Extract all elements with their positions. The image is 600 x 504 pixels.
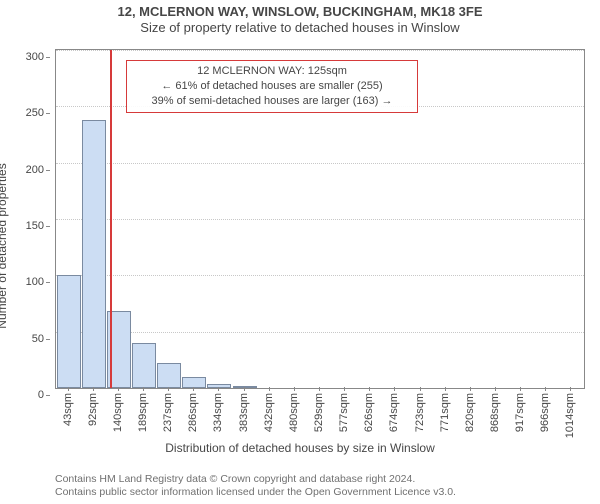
x-tick-mark [294, 387, 295, 391]
bar [157, 363, 181, 388]
bar [233, 386, 257, 388]
y-tick-mark [46, 113, 50, 114]
x-tick-label: 917sqm [514, 393, 526, 432]
x-tick-label: 383sqm [238, 393, 250, 432]
grid-line [56, 332, 584, 333]
annotation-line: 12 MCLERNON WAY: 125sqm [132, 64, 412, 79]
x-tick-mark [545, 387, 546, 391]
x-tick-mark [193, 387, 194, 391]
x-tick-mark [495, 387, 496, 391]
y-tick-mark [46, 57, 50, 58]
x-tick-mark [269, 387, 270, 391]
x-tick-mark [319, 387, 320, 391]
footer-line-2: Contains public sector information licen… [55, 486, 456, 500]
x-tick-mark [118, 387, 119, 391]
x-tick-label: 92sqm [87, 393, 99, 426]
y-tick-mark [46, 226, 50, 227]
y-tick-label: 150 [26, 220, 44, 232]
grid-line [56, 50, 584, 51]
x-tick-label: 43sqm [62, 393, 74, 426]
grid-line [56, 163, 584, 164]
annotation-line: 39% of semi-detached houses are larger (… [132, 94, 412, 109]
x-tick-mark [143, 387, 144, 391]
chart-title-main: 12, MCLERNON WAY, WINSLOW, BUCKINGHAM, M… [0, 4, 600, 19]
x-tick-label: 237sqm [162, 393, 174, 432]
x-tick-label: 577sqm [338, 393, 350, 432]
x-tick-mark [445, 387, 446, 391]
bar [132, 343, 156, 388]
annotation-box: 12 MCLERNON WAY: 125sqm← 61% of detached… [126, 60, 418, 113]
x-tick-mark [520, 387, 521, 391]
x-axis-label: Distribution of detached houses by size … [0, 441, 600, 455]
x-tick-label: 286sqm [187, 393, 199, 432]
bar [207, 384, 231, 389]
footer-attribution: Contains HM Land Registry data © Crown c… [55, 473, 456, 500]
x-tick-mark [470, 387, 471, 391]
x-tick-label: 966sqm [539, 393, 551, 432]
x-tick-label: 723sqm [414, 393, 426, 432]
x-tick-label: 529sqm [313, 393, 325, 432]
y-tick-container: 050100150200250300 [0, 49, 50, 389]
x-tick-mark [369, 387, 370, 391]
x-tick-label: 334sqm [212, 393, 224, 432]
x-tick-label: 771sqm [439, 393, 451, 432]
x-tick-mark [168, 387, 169, 391]
chart-title-sub: Size of property relative to detached ho… [0, 20, 600, 35]
x-tick-label: 626sqm [363, 393, 375, 432]
marker-line [110, 50, 112, 388]
plot-area: 12 MCLERNON WAY: 125sqm← 61% of detached… [55, 49, 585, 389]
x-tick-mark [394, 387, 395, 391]
bar [57, 275, 81, 388]
x-tick-mark [218, 387, 219, 391]
x-tick-label: 432sqm [263, 393, 275, 432]
x-tick-label: 868sqm [489, 393, 501, 432]
annotation-line: ← 61% of detached houses are smaller (25… [132, 79, 412, 94]
x-tick-mark [344, 387, 345, 391]
x-tick-label: 820sqm [464, 393, 476, 432]
grid-line [56, 275, 584, 276]
x-tick-label: 140sqm [112, 393, 124, 432]
x-tick-mark [570, 387, 571, 391]
x-tick-label: 480sqm [288, 393, 300, 432]
bar [82, 120, 106, 388]
x-tick-label: 189sqm [137, 393, 149, 432]
footer-line-1: Contains HM Land Registry data © Crown c… [55, 473, 456, 487]
y-tick-label: 0 [38, 389, 44, 401]
chart-container: Number of detached properties 0501001502… [0, 41, 600, 451]
x-tick-label: 674sqm [388, 393, 400, 432]
y-tick-label: 250 [26, 107, 44, 119]
x-tick-mark [420, 387, 421, 391]
y-tick-label: 200 [26, 164, 44, 176]
x-tick-mark [93, 387, 94, 391]
y-tick-mark [46, 339, 50, 340]
grid-line [56, 219, 584, 220]
y-tick-mark [46, 395, 50, 396]
x-tick-mark [244, 387, 245, 391]
y-tick-label: 100 [26, 276, 44, 288]
y-tick-label: 300 [26, 51, 44, 63]
x-tick-label: 1014sqm [564, 393, 576, 438]
y-tick-mark [46, 170, 50, 171]
y-tick-mark [46, 282, 50, 283]
y-tick-label: 50 [32, 333, 44, 345]
x-tick-mark [68, 387, 69, 391]
